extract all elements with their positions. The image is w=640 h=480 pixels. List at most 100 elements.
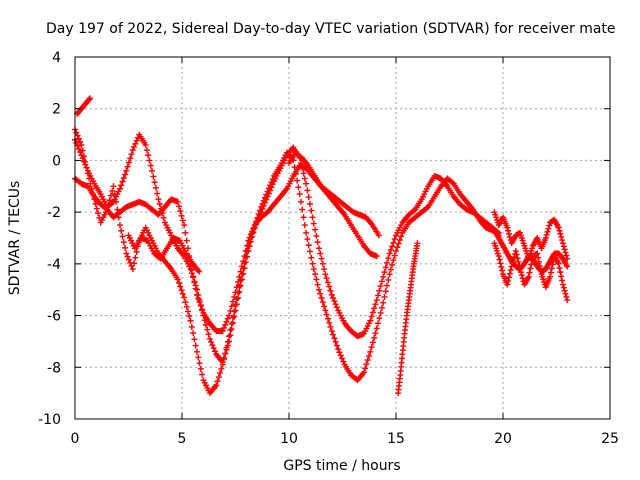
data-point-marker	[560, 243, 567, 250]
data-point-marker	[127, 155, 134, 162]
data-point-marker	[561, 287, 568, 294]
data-point-marker	[545, 225, 552, 232]
data-point-marker	[244, 242, 251, 249]
data-point-marker	[245, 237, 252, 244]
x-tick-label: 20	[494, 431, 512, 447]
data-point-marker	[315, 245, 322, 252]
x-tick-label: 0	[71, 431, 80, 447]
data-point-marker	[143, 147, 150, 154]
data-point-marker	[178, 212, 185, 219]
data-point-marker	[371, 334, 378, 341]
data-point-marker	[372, 301, 379, 308]
data-point-marker	[220, 324, 227, 331]
data-point-marker	[152, 184, 159, 191]
data-point-marker	[211, 348, 218, 355]
data-point-marker	[562, 290, 569, 297]
data-point-marker	[386, 271, 393, 278]
data-point-marker	[220, 354, 227, 361]
data-point-marker	[367, 348, 374, 355]
data-point-marker	[195, 354, 202, 361]
data-point-marker	[132, 254, 139, 261]
data-point-marker	[178, 287, 185, 294]
data-point-marker	[146, 157, 153, 164]
x-tick-label: 15	[387, 431, 405, 447]
data-point-marker	[191, 336, 198, 343]
data-point-marker	[224, 342, 231, 349]
data-point-marker	[318, 255, 325, 262]
data-point-marker	[324, 315, 331, 322]
data-point-marker	[93, 205, 100, 212]
data-point-marker	[177, 208, 184, 215]
data-point-marker	[109, 187, 116, 194]
data-point-marker	[191, 279, 198, 286]
data-point-marker	[534, 250, 541, 257]
data-point-marker	[188, 323, 195, 330]
data-point-marker	[380, 273, 387, 280]
data-point-marker	[301, 175, 308, 182]
data-point-marker	[505, 230, 512, 237]
x-tick-label: 25	[601, 431, 619, 447]
data-point-marker	[327, 287, 334, 294]
data-point-marker	[131, 143, 138, 150]
data-point-marker	[559, 237, 566, 244]
data-point-marker	[176, 279, 183, 286]
data-point-marker	[395, 240, 402, 247]
data-point-marker	[391, 252, 398, 259]
data-point-marker	[317, 250, 324, 257]
data-point-marker	[156, 200, 163, 207]
data-point-marker	[83, 164, 90, 171]
data-point-marker	[304, 187, 311, 194]
data-point-marker	[196, 360, 203, 367]
data-point-marker	[209, 342, 216, 349]
data-point-marker	[389, 243, 396, 250]
data-point-marker	[247, 231, 254, 238]
data-point-marker	[326, 319, 333, 326]
data-point-marker	[504, 224, 511, 231]
data-point-marker	[319, 299, 326, 306]
data-point-marker	[129, 147, 136, 154]
data-point-marker	[190, 273, 197, 280]
data-point-marker	[193, 291, 200, 298]
data-point-marker	[499, 267, 506, 274]
data-point-marker	[559, 281, 566, 288]
data-point-marker	[262, 199, 269, 206]
data-point-marker	[192, 342, 199, 349]
data-point-marker	[308, 207, 315, 214]
data-point-marker	[561, 246, 568, 253]
data-point-marker	[364, 357, 371, 364]
data-point-marker	[219, 328, 226, 335]
data-point-marker	[556, 264, 563, 271]
data-point-marker	[122, 244, 129, 251]
data-point-marker	[151, 179, 158, 186]
data-point-marker	[506, 270, 513, 277]
data-point-marker	[321, 266, 328, 273]
data-point-marker	[301, 222, 308, 229]
data-point-marker	[218, 365, 225, 372]
data-point-marker	[515, 258, 522, 265]
data-point-marker	[322, 307, 329, 314]
y-tick-label: -8	[47, 360, 61, 376]
data-point-marker	[326, 283, 333, 290]
data-point-marker	[315, 286, 322, 293]
data-point-marker	[226, 338, 233, 345]
data-point-marker	[78, 141, 85, 148]
data-point-marker	[535, 254, 542, 261]
y-tick-label: -2	[47, 205, 61, 221]
data-point-marker	[223, 346, 230, 353]
data-point-marker	[498, 263, 505, 270]
data-point-marker	[86, 95, 93, 102]
data-point-marker	[339, 355, 346, 362]
data-point-marker	[518, 272, 525, 279]
data-point-marker	[215, 374, 222, 381]
data-point-marker	[506, 233, 513, 240]
data-point-marker	[330, 331, 337, 338]
data-point-marker	[375, 320, 382, 327]
data-point-marker	[449, 179, 456, 186]
data-point-marker	[371, 305, 378, 312]
data-point-marker	[512, 247, 519, 254]
data-point-marker	[155, 196, 162, 203]
data-point-marker	[227, 327, 234, 334]
data-point-marker	[547, 269, 554, 276]
data-point-marker	[120, 239, 127, 246]
